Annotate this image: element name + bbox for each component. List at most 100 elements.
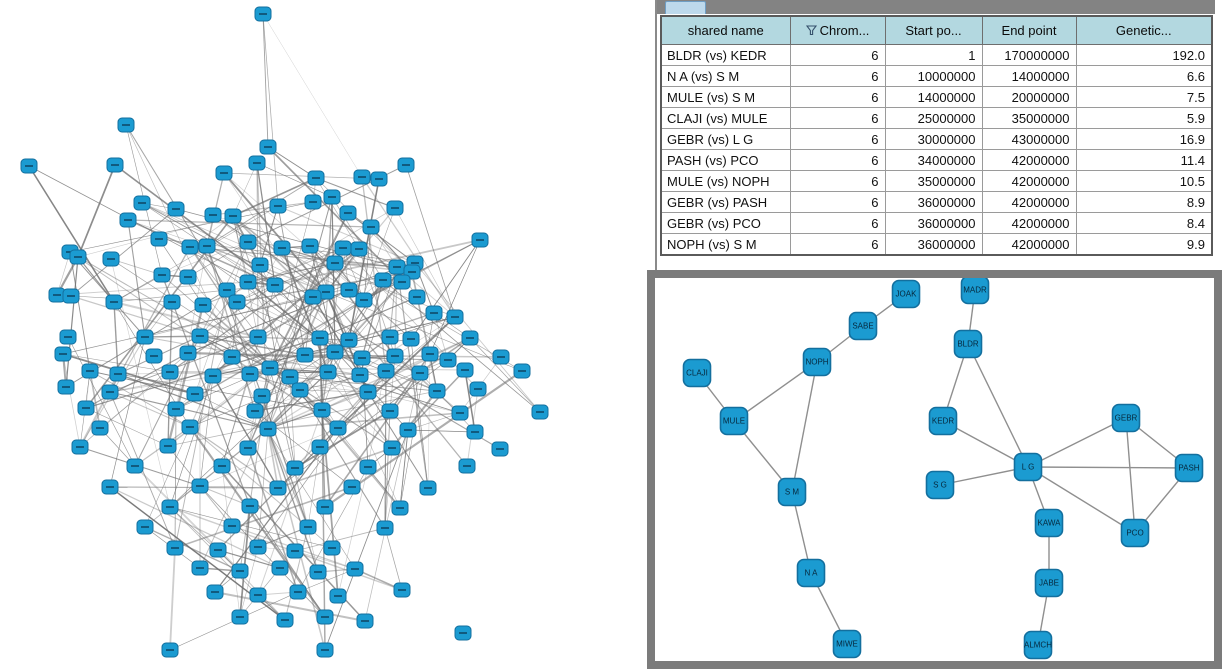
table-cell[interactable]: 6 [789, 149, 886, 171]
network-node[interactable] [101, 479, 119, 495]
table-cell[interactable]: CLAJI (vs) MULE [660, 107, 791, 129]
table-row[interactable]: CLAJI (vs) MULE 6 25000000 35000000 5.9 [660, 107, 1213, 129]
table-cell[interactable]: 35000000 [884, 170, 983, 192]
table-cell[interactable]: NOPH (vs) S M [660, 233, 791, 256]
network-node[interactable] [334, 240, 352, 256]
network-node[interactable] [492, 349, 510, 365]
network-node[interactable] [126, 458, 144, 474]
network-node[interactable] [241, 498, 259, 514]
network-node[interactable] [186, 386, 204, 402]
network-node[interactable] [269, 198, 287, 214]
network-node[interactable] [491, 441, 509, 457]
network-node[interactable] [239, 440, 257, 456]
network-node[interactable] [215, 165, 233, 181]
table-cell[interactable]: 6.6 [1075, 65, 1213, 87]
column-header-end-point[interactable]: End point [981, 15, 1077, 45]
column-header-chrom-[interactable]: Chrom... [789, 15, 886, 45]
network-node-L-G[interactable]: L G [1013, 452, 1043, 482]
network-node[interactable] [102, 251, 120, 267]
network-node-CLAJI[interactable]: CLAJI [682, 358, 712, 388]
network-node[interactable] [273, 240, 291, 256]
panel-tab[interactable] [665, 1, 706, 14]
network-node[interactable] [223, 349, 241, 365]
network-node[interactable] [259, 139, 277, 155]
table-cell[interactable]: PASH (vs) PCO [660, 149, 791, 171]
network-node[interactable] [179, 345, 197, 361]
network-node[interactable] [466, 424, 484, 440]
network-node[interactable] [48, 287, 66, 303]
table-row[interactable]: MULE (vs) S M 6 14000000 20000000 7.5 [660, 86, 1213, 108]
table-cell[interactable]: 6 [789, 65, 886, 87]
network-node[interactable] [181, 239, 199, 255]
table-cell[interactable]: 11.4 [1075, 149, 1213, 171]
network-node[interactable] [209, 542, 227, 558]
table-row[interactable]: GEBR (vs) L G 6 30000000 43000000 16.9 [660, 128, 1213, 150]
network-node[interactable] [249, 539, 267, 555]
table-row[interactable]: PASH (vs) PCO 6 34000000 42000000 11.4 [660, 149, 1213, 171]
network-node[interactable] [346, 561, 364, 577]
network-node[interactable] [307, 170, 325, 186]
network-node-MIWE[interactable]: MIWE [832, 629, 862, 659]
network-node[interactable] [145, 348, 163, 364]
network-node[interactable] [311, 330, 329, 346]
table-cell[interactable]: GEBR (vs) PASH [660, 191, 791, 213]
network-node[interactable] [161, 499, 179, 515]
network-node-GEBR[interactable]: GEBR [1111, 403, 1141, 433]
network-node-PASH[interactable]: PASH [1174, 453, 1204, 483]
network-node[interactable] [381, 403, 399, 419]
network-node[interactable] [249, 587, 267, 603]
network-node[interactable] [299, 519, 317, 535]
table-cell[interactable]: 9.9 [1075, 233, 1213, 256]
table-cell[interactable]: 30000000 [884, 128, 983, 150]
network-node[interactable] [246, 403, 264, 419]
table-cell[interactable]: 6 [789, 233, 886, 256]
network-node[interactable] [276, 612, 294, 628]
column-header-shared-name[interactable]: shared name [660, 15, 791, 45]
network-node[interactable] [411, 365, 429, 381]
filter-icon[interactable] [805, 25, 817, 36]
network-node[interactable] [248, 155, 266, 171]
network-node[interactable] [313, 402, 331, 418]
network-node[interactable] [167, 201, 185, 217]
table-cell[interactable]: 35000000 [981, 107, 1077, 129]
table-cell[interactable]: MULE (vs) S M [660, 86, 791, 108]
network-node[interactable] [377, 363, 395, 379]
network-node[interactable] [136, 329, 154, 345]
network-node[interactable] [204, 368, 222, 384]
table-cell[interactable]: 34000000 [884, 149, 983, 171]
network-node[interactable] [254, 6, 272, 22]
table-cell[interactable]: 36000000 [884, 191, 983, 213]
network-node[interactable] [223, 518, 241, 534]
network-node[interactable] [353, 350, 371, 366]
network-node[interactable] [62, 288, 80, 304]
network-node[interactable] [329, 588, 347, 604]
network-node-KEDR[interactable]: KEDR [928, 406, 958, 436]
main-network-svg[interactable] [0, 0, 656, 669]
table-row[interactable]: GEBR (vs) PCO 6 36000000 42000000 8.4 [660, 212, 1213, 234]
table-cell[interactable]: BLDR (vs) KEDR [660, 44, 791, 66]
table-cell[interactable]: 42000000 [981, 170, 1077, 192]
table-cell[interactable]: 36000000 [884, 233, 983, 256]
table-cell[interactable]: 25000000 [884, 107, 983, 129]
network-node[interactable] [231, 563, 249, 579]
network-node[interactable] [269, 480, 287, 496]
table-row[interactable]: GEBR (vs) PASH 6 36000000 42000000 8.9 [660, 191, 1213, 213]
network-node[interactable] [106, 157, 124, 173]
network-node[interactable] [289, 584, 307, 600]
table-cell[interactable]: 8.4 [1075, 212, 1213, 234]
network-node[interactable] [350, 241, 368, 257]
table-cell[interactable]: 8.9 [1075, 191, 1213, 213]
network-node[interactable] [163, 294, 181, 310]
network-node[interactable] [451, 405, 469, 421]
network-node[interactable] [286, 543, 304, 559]
network-node[interactable] [77, 400, 95, 416]
network-node[interactable] [356, 613, 374, 629]
network-node[interactable] [259, 421, 277, 437]
network-node-KAWA[interactable]: KAWA [1034, 508, 1064, 538]
table-cell[interactable]: 6 [789, 170, 886, 192]
network-node[interactable] [469, 381, 487, 397]
network-node[interactable] [340, 282, 358, 298]
network-node[interactable] [323, 189, 341, 205]
network-node[interactable] [439, 352, 457, 368]
network-node[interactable] [323, 540, 341, 556]
